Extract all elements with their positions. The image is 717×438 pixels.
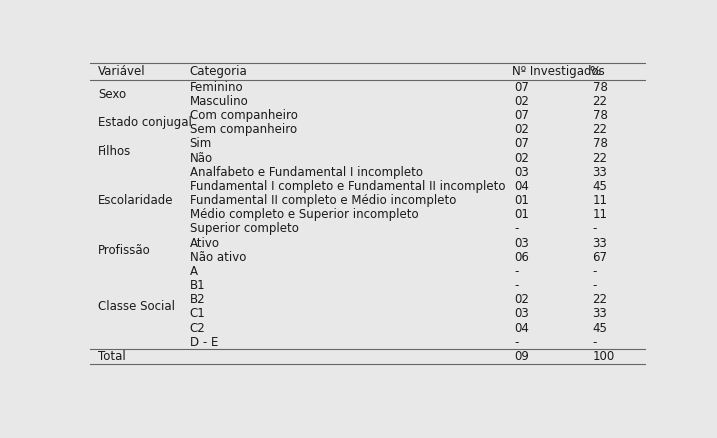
- Text: 01: 01: [515, 194, 530, 207]
- Text: Fundamental I completo e Fundamental II incompleto: Fundamental I completo e Fundamental II …: [189, 180, 505, 193]
- Text: 33: 33: [592, 166, 607, 179]
- Text: Filhos: Filhos: [98, 145, 131, 158]
- Text: 22: 22: [592, 123, 607, 136]
- Text: 03: 03: [515, 237, 529, 250]
- Text: Ativo: Ativo: [189, 237, 219, 250]
- Text: -: -: [592, 265, 597, 278]
- Text: 33: 33: [592, 237, 607, 250]
- Text: 03: 03: [515, 307, 529, 321]
- Text: -: -: [592, 223, 597, 236]
- Text: C2: C2: [189, 321, 205, 335]
- Text: 67: 67: [592, 251, 607, 264]
- Text: D - E: D - E: [189, 336, 218, 349]
- Text: 02: 02: [515, 123, 530, 136]
- Text: Analfabeto e Fundamental I incompleto: Analfabeto e Fundamental I incompleto: [189, 166, 422, 179]
- Text: -: -: [515, 336, 519, 349]
- Text: 02: 02: [515, 152, 530, 165]
- Text: 07: 07: [515, 109, 530, 122]
- Text: 03: 03: [515, 166, 529, 179]
- Text: C1: C1: [189, 307, 205, 321]
- Text: B2: B2: [189, 293, 205, 306]
- Text: Categoria: Categoria: [189, 65, 247, 78]
- Text: Nº Investigados: Nº Investigados: [512, 65, 604, 78]
- Text: 78: 78: [592, 109, 607, 122]
- Text: 11: 11: [592, 208, 607, 221]
- Text: 45: 45: [592, 321, 607, 335]
- Text: Masculino: Masculino: [189, 95, 248, 108]
- Text: Sexo: Sexo: [98, 88, 126, 101]
- Text: 22: 22: [592, 293, 607, 306]
- Text: Médio completo e Superior incompleto: Médio completo e Superior incompleto: [189, 208, 418, 221]
- Text: 11: 11: [592, 194, 607, 207]
- Text: Não: Não: [189, 152, 213, 165]
- Text: 22: 22: [592, 152, 607, 165]
- Text: 02: 02: [515, 95, 530, 108]
- Text: 06: 06: [515, 251, 530, 264]
- Text: A: A: [189, 265, 198, 278]
- Text: 01: 01: [515, 208, 530, 221]
- Text: Variável: Variável: [98, 65, 146, 78]
- Text: B1: B1: [189, 279, 205, 292]
- Text: 02: 02: [515, 293, 530, 306]
- Text: 04: 04: [515, 321, 530, 335]
- Text: 07: 07: [515, 81, 530, 94]
- Text: 09: 09: [515, 350, 530, 363]
- Text: Sem companheiro: Sem companheiro: [189, 123, 297, 136]
- Text: Escolaridade: Escolaridade: [98, 194, 174, 207]
- Text: -: -: [592, 336, 597, 349]
- Text: -: -: [515, 265, 519, 278]
- Text: 45: 45: [592, 180, 607, 193]
- Text: -: -: [515, 223, 519, 236]
- Text: Superior completo: Superior completo: [189, 223, 298, 236]
- Text: Não ativo: Não ativo: [189, 251, 246, 264]
- Text: 04: 04: [515, 180, 530, 193]
- Text: 33: 33: [592, 307, 607, 321]
- Text: Com companheiro: Com companheiro: [189, 109, 298, 122]
- Text: Profissão: Profissão: [98, 244, 151, 257]
- Text: 07: 07: [515, 138, 530, 151]
- Text: Fundamental II completo e Médio incompleto: Fundamental II completo e Médio incomple…: [189, 194, 456, 207]
- Text: Sim: Sim: [189, 138, 212, 151]
- Text: Estado conjugal: Estado conjugal: [98, 116, 192, 129]
- Text: %: %: [590, 65, 601, 78]
- Text: 22: 22: [592, 95, 607, 108]
- Text: 78: 78: [592, 138, 607, 151]
- Text: 78: 78: [592, 81, 607, 94]
- Text: Total: Total: [98, 350, 125, 363]
- Text: Classe Social: Classe Social: [98, 300, 175, 313]
- Text: 100: 100: [592, 350, 614, 363]
- Text: -: -: [592, 279, 597, 292]
- Text: -: -: [515, 279, 519, 292]
- Text: Feminino: Feminino: [189, 81, 243, 94]
